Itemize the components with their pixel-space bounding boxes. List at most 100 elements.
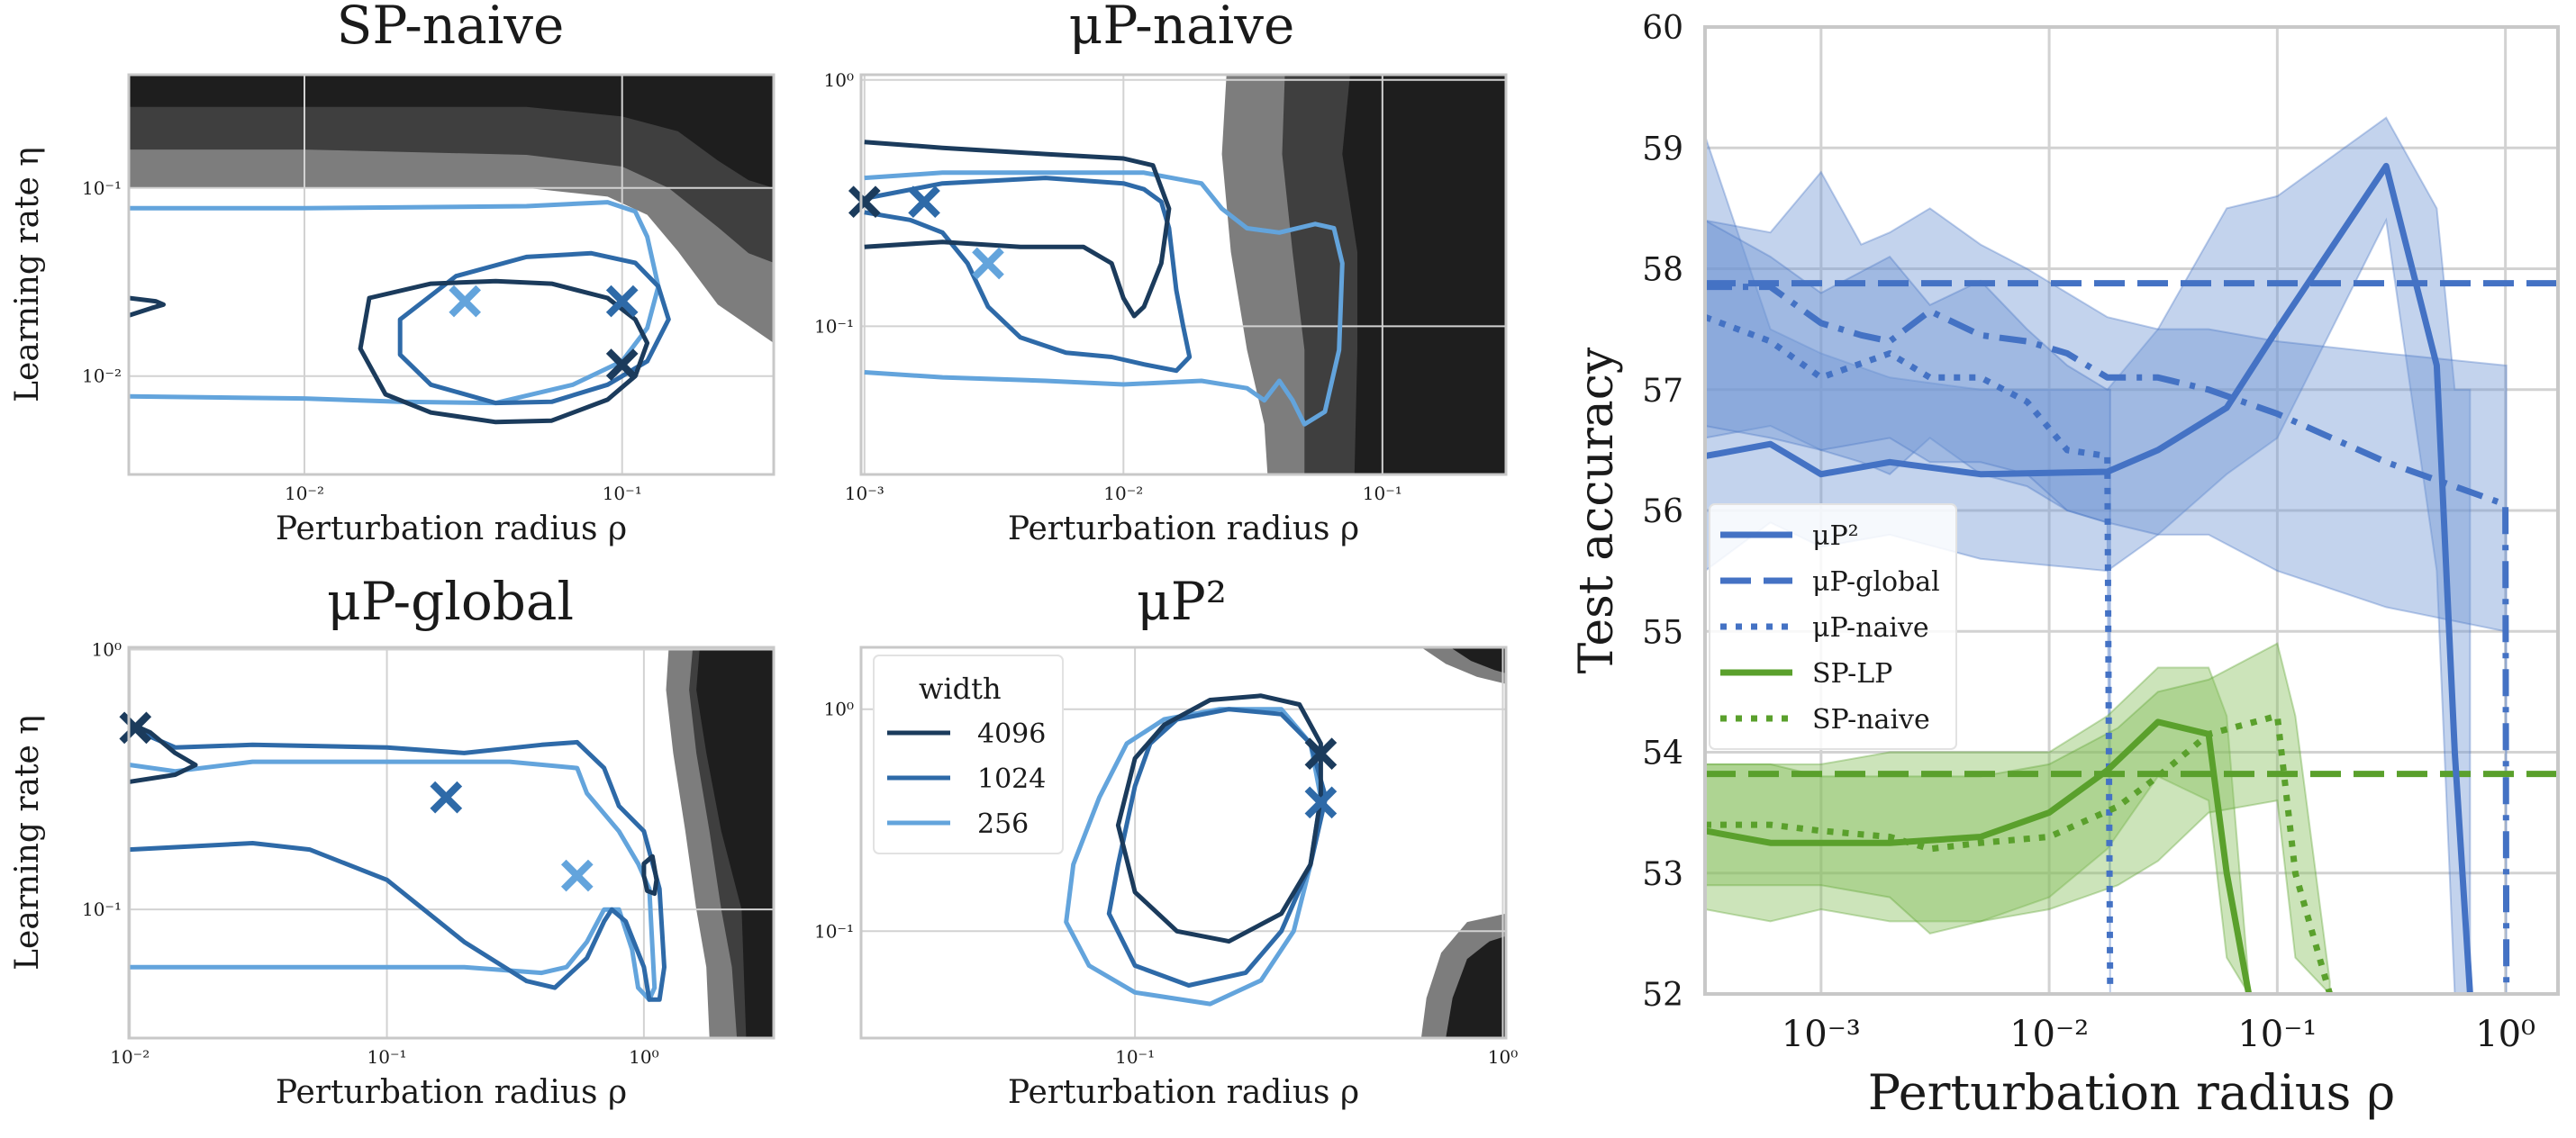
x-tick-label: 10⁰ [629,1046,658,1068]
panel-title: μP-naive [1069,0,1295,56]
series-line-0 [1705,162,2473,994]
shade-region-2 [696,647,774,1038]
y-tick-label: 59 [1642,131,1683,167]
y-tick-label: 55 [1642,614,1683,651]
x-tick-label: 10⁻² [2009,1014,2089,1055]
contour-panel-0: 10⁻² 10⁻¹ 10⁻² 10⁻¹ SP-naive Perturbation rad… [9,0,776,547]
plot-frame [127,73,776,476]
plot-frame [127,646,776,1040]
legend-entry-4096: 4096 [977,718,1046,750]
grid [129,75,774,474]
x-tick-label: 10⁻² [285,483,324,504]
contour-lines [1064,693,1329,1007]
y-tick-label: 58 [1642,252,1683,289]
x-tick-label: 10⁻² [110,1046,150,1068]
optimum-marker-4096 [848,185,881,218]
shade-region-1 [129,75,774,263]
y-tick-label: 54 [1642,736,1683,772]
legend-box [1709,503,1957,750]
y-tick-label: 60 [1642,10,1683,47]
y-tick-label: 10⁻¹ [814,920,854,942]
legend-entry: SP-LP [1812,658,1892,690]
y-tick-label: 10⁰ [824,69,854,91]
contour-width-256-0 [864,170,1345,427]
y-axis-label: Test accuracy [1570,347,1624,673]
legend-entry: μP-global [1812,566,1940,598]
legend-entry: μP² [1812,520,1859,552]
divergence-shading [1420,647,1506,1038]
contour-width-4096-0 [864,140,1172,319]
optimum-marker-1024 [908,185,940,218]
x-tick-label: 10⁻¹ [603,483,642,504]
optimum-marker-256 [560,859,594,892]
contour-lines [864,140,1345,427]
y-tick-label: 10⁻¹ [82,899,122,920]
x-tick-label: 10⁻¹ [2237,1014,2317,1055]
y-axis-label: Learning rate η [9,147,46,402]
y-axis-label: Learning rate η [9,715,46,971]
shade-region-2 [1342,75,1506,474]
y-tick-label: 53 [1642,856,1683,893]
contour-width-4096-0 [129,295,166,318]
contour-width-1024-0 [129,726,667,1002]
contour-width-4096-1 [641,854,659,897]
optimum-marker-1024 [605,284,639,318]
legend-box [873,655,1064,854]
contour-panel-2: 10⁻² 10⁻¹ 10⁰ 10⁻¹ 10⁰ μP-global Perturbation … [9,571,776,1111]
x-axis-label: Perturbation radius ρ [1008,1074,1359,1111]
y-tick-label: 52 [1642,977,1683,1014]
x-tick-label: 10⁰ [1488,1046,1518,1068]
contour-width-4096-0 [129,721,198,784]
shade-region-2 [129,75,774,188]
legend-entry: μP-naive [1812,612,1929,644]
confidence-band-2 [1705,219,2111,994]
x-tick-label: 10⁰ [2475,1014,2535,1055]
contour-lines [129,721,667,1002]
confidence-band-3 [1705,666,2250,994]
series-line-3 [1705,718,2253,994]
contour-width-1024-0 [864,176,1193,374]
contour-width-1024-0 [397,250,671,406]
panel-title: μP² [1137,571,1227,632]
x-axis-label: Perturbation radius ρ [1008,510,1359,547]
legend-title: width [919,672,1002,706]
y-tick-label: 10⁰ [92,638,122,660]
accuracy-legend: μP² μP-global μP-naive SP-LP SP-naive [1709,503,1957,750]
optimum-marker-4096 [1304,737,1338,771]
divergence-shading [129,75,774,343]
plot-frame [1703,25,2560,996]
contour-width-256-0 [129,200,661,406]
legend-entry-1024: 1024 [977,763,1046,795]
x-tick-label: 10⁻² [1103,483,1143,504]
x-tick-label: 10⁻¹ [1363,483,1402,504]
plot-frame [859,73,1508,476]
optimum-marker-256 [972,247,1004,280]
y-tick-label: 10⁻¹ [82,177,122,199]
contour-width-4096-0 [1115,693,1323,944]
series-layer [1705,116,2558,994]
y-tick-label: 10⁻¹ [814,315,854,337]
y-tick-label: 57 [1642,373,1683,410]
divergence-shading [1221,75,1506,474]
y-tick-label: 10⁻² [82,366,122,387]
series-line-1 [1705,284,2510,994]
legend-entry-256: 256 [977,808,1029,840]
width-legend: width 4096 1024 256 [873,655,1064,854]
optimum-marker-1024 [430,781,463,814]
shade-region-3 [1446,935,1506,1038]
panel-title: μP-global [327,571,574,632]
x-axis-label: Perturbation radius ρ [276,510,627,547]
x-tick-label: 10⁻¹ [367,1046,407,1068]
optimum-marker-4096 [119,711,152,745]
y-tick-label: 10⁰ [824,699,854,720]
x-axis-label: Perturbation radius ρ [276,1074,627,1111]
series-line-2 [1705,313,2114,994]
plot-frame [859,646,1508,1040]
divergence-shading [666,647,774,1038]
optimum-marker-1024 [1304,786,1338,819]
contour-panel-1: 10⁻³ 10⁻² 10⁻¹ 10⁻¹ 10⁰ μP-naive Perturbation … [814,0,1508,547]
x-tick-label: 10⁻¹ [1115,1046,1155,1068]
x-tick-label: 10⁻³ [845,483,884,504]
optimum-marker-4096 [605,348,639,381]
